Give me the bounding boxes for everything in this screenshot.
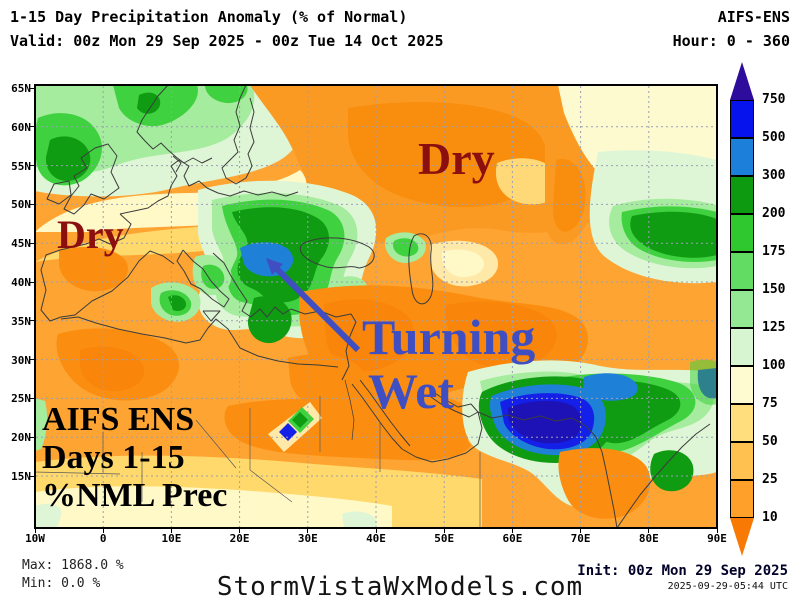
colorbar-segment — [730, 404, 754, 442]
lat-tick-label: 35N — [11, 314, 31, 328]
lat-tick-mark — [29, 359, 35, 361]
lon-tick-label: 10W — [25, 532, 45, 545]
lat-tick-label: 55N — [11, 159, 31, 173]
max-value: Max: 1868.0 % — [22, 558, 124, 573]
lat-tick-label: 40N — [11, 276, 31, 289]
lat-tick-label: 65N — [11, 82, 31, 95]
colorbar-segment — [730, 366, 754, 404]
model-name: AIFS-ENS — [717, 8, 790, 26]
lat-tick-label: 30N — [11, 353, 31, 367]
colorbar-segment — [730, 480, 754, 518]
lon-tick-mark — [580, 528, 582, 533]
turning-wet-label-line2: Wet — [368, 363, 455, 419]
anomaly-shading — [35, 85, 717, 528]
colorbar-label: 175 — [762, 244, 786, 259]
colorbar-label: 300 — [762, 168, 786, 183]
lat-tick-mark — [29, 242, 35, 244]
colorbar-segment — [730, 252, 754, 290]
lat-tick-mark — [29, 165, 35, 167]
colorbar-label: 750 — [762, 92, 786, 107]
colorbar-label: 75 — [762, 396, 778, 411]
lat-tick-mark — [29, 203, 35, 205]
colorbar-segment — [730, 100, 754, 138]
lon-tick-mark — [443, 528, 445, 533]
lat-tick-mark — [29, 397, 35, 399]
colorbar-label: 125 — [762, 320, 786, 335]
model-caption-line3: %NML Prec — [42, 477, 228, 514]
lon-tick-mark — [170, 528, 172, 533]
forecast-hour: Hour: 0 - 360 — [672, 32, 790, 50]
lat-tick-mark — [29, 281, 35, 283]
lon-tick-label: 30E — [297, 532, 318, 545]
colorbar-segment — [730, 328, 754, 366]
colorbar-label: 10 — [762, 510, 778, 525]
colorbar-label: 25 — [762, 472, 778, 487]
min-value: Min: 0.0 % — [22, 576, 101, 591]
lon-tick-mark — [648, 528, 650, 533]
dry-label-iberia: Dry — [57, 212, 124, 257]
colorbar-segment — [730, 442, 754, 480]
lat-tick-label: 25N — [11, 392, 31, 406]
lon-tick-label: 10E — [161, 532, 182, 545]
model-caption-line2: Days 1-15 — [42, 439, 185, 476]
colorbar-segment — [730, 176, 754, 214]
colorbar-label: 200 — [762, 206, 786, 221]
colorbar-segment — [730, 290, 754, 328]
lon-tick-label: 60E — [502, 532, 523, 545]
turning-wet-arrow — [266, 258, 361, 353]
lon-tick-label: 50E — [434, 532, 455, 545]
model-caption-line1: AIFS ENS — [42, 401, 195, 438]
colorbar-arrow-down — [730, 518, 754, 556]
lon-tick-mark — [375, 528, 377, 533]
dry-label-russia: Dry — [418, 133, 495, 184]
lon-tick-mark — [716, 528, 718, 533]
generated-timestamp: 2025-09-29-05:44 UTC — [667, 581, 788, 592]
lat-tick-mark — [29, 87, 35, 89]
colorbar-label: 50 — [762, 434, 778, 449]
lat-tick-label: 60N — [11, 120, 31, 134]
colorbar-label: 500 — [762, 130, 786, 145]
lat-tick-label: 45N — [11, 237, 31, 251]
lon-tick-label: 40E — [366, 532, 386, 545]
coastlines — [40, 85, 711, 528]
colorbar-label: 150 — [762, 282, 786, 297]
lon-tick-label: 90E — [707, 532, 727, 545]
lat-tick-mark — [29, 126, 35, 128]
lon-tick-label: 20E — [229, 532, 250, 545]
lon-tick-mark — [307, 528, 309, 533]
colorbar-segment — [730, 214, 754, 252]
init-time: Init: 00z Mon 29 Sep 2025 — [577, 563, 788, 579]
lon-tick-mark — [34, 528, 36, 533]
lon-tick-label: 0 — [99, 532, 107, 545]
lat-tick-label: 50N — [11, 198, 31, 212]
lon-tick-mark — [511, 528, 513, 533]
lat-tick-label: 15N — [11, 470, 31, 483]
map-title: 1-15 Day Precipitation Anomaly (% of Nor… — [10, 8, 408, 26]
lat-tick-mark — [29, 436, 35, 438]
lon-tick-label: 80E — [638, 532, 659, 545]
colorbar-segment — [730, 138, 754, 176]
lon-tick-mark — [239, 528, 241, 533]
lon-tick-mark — [102, 528, 104, 533]
country-borders — [35, 396, 481, 528]
colorbar-label: 100 — [762, 358, 786, 373]
watermark: StormVistaWxModels.com — [216, 572, 584, 602]
valid-range: Valid: 00z Mon 29 Sep 2025 - 00z Tue 14 … — [10, 32, 444, 50]
lat-tick-label: 20N — [11, 431, 31, 445]
lat-tick-mark — [29, 475, 35, 477]
turning-wet-label-line1: Turning — [362, 309, 536, 365]
graticule — [36, 86, 716, 527]
colorbar-arrow-up — [730, 62, 754, 100]
lon-tick-label: 70E — [570, 532, 591, 545]
lat-tick-mark — [29, 320, 35, 322]
